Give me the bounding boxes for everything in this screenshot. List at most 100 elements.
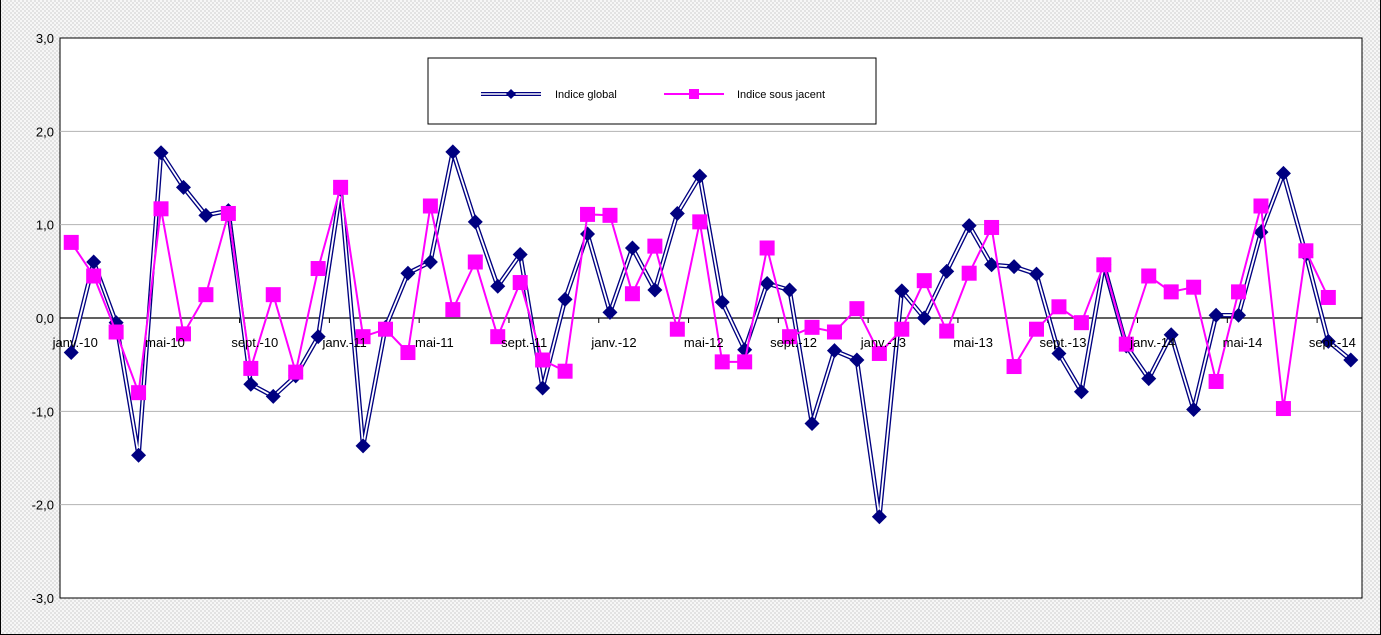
data-point-underlying (86, 268, 102, 284)
data-point-underlying (1141, 268, 1157, 284)
data-point-global (310, 329, 326, 345)
data-point-underlying (939, 323, 955, 339)
data-point-underlying (714, 354, 730, 370)
data-point-underlying (1073, 315, 1089, 331)
data-point-underlying (602, 207, 618, 223)
data-point-global (782, 282, 798, 298)
data-point-underlying (288, 364, 304, 380)
data-point-underlying (310, 261, 326, 277)
x-tick-label: janv.-10 (52, 335, 98, 350)
legend-diamond-icon (506, 89, 516, 99)
data-point-underlying (692, 214, 708, 230)
data-point-underlying (1253, 198, 1269, 214)
data-point-underlying (984, 219, 1000, 235)
data-point-global (826, 343, 842, 359)
data-point-global (243, 376, 259, 392)
data-point-underlying (1118, 336, 1134, 352)
legend-label-global: Indice global (555, 89, 617, 101)
data-point-underlying (378, 321, 393, 337)
data-point-global (984, 257, 1000, 273)
data-point-underlying (265, 287, 281, 303)
y-tick-label: 3,0 (36, 31, 54, 46)
data-point-underlying (467, 254, 483, 270)
data-point-global (1073, 384, 1089, 400)
data-point-underlying (355, 329, 371, 345)
data-point-underlying (400, 345, 416, 361)
data-point-global (535, 380, 551, 396)
data-point-underlying (422, 198, 438, 214)
data-point-underlying (1051, 299, 1067, 315)
data-point-underlying (153, 201, 169, 217)
x-tick-label: sept.-10 (231, 335, 278, 350)
data-point-underlying (198, 287, 214, 303)
data-point-global (512, 247, 528, 263)
data-point-global (557, 291, 573, 307)
y-tick-label: -3,0 (32, 591, 54, 606)
y-tick-label: -2,0 (32, 498, 54, 513)
data-point-underlying (1208, 373, 1224, 389)
data-point-global (86, 254, 102, 270)
data-point-global (1186, 401, 1202, 417)
data-point-underlying (647, 238, 663, 254)
data-point-global (1029, 266, 1044, 282)
data-point-global (916, 310, 932, 326)
y-tick-label: 1,0 (36, 218, 54, 233)
legend-item-underlying: Indice sous jacent (664, 89, 825, 101)
series-layer (63, 144, 1359, 525)
y-tick-label: -1,0 (32, 404, 54, 419)
data-point-global (692, 168, 708, 184)
data-point-global (198, 207, 214, 223)
data-point-global (1208, 307, 1224, 323)
data-point-underlying (220, 205, 236, 221)
data-point-underlying (916, 273, 932, 289)
data-point-global (849, 352, 865, 368)
data-point-underlying (1320, 289, 1336, 305)
data-point-global (490, 278, 506, 294)
x-tick-label: mai-13 (953, 335, 993, 350)
data-point-underlying (557, 363, 573, 379)
data-point-global (647, 282, 663, 298)
data-point-global (153, 145, 169, 161)
data-point-underlying (871, 345, 887, 361)
y-axis-tick-labels: 3,0 2,0 1,0 0,0 -1,0 -2,0 -3,0 (32, 31, 54, 606)
data-point-underlying (849, 301, 865, 317)
x-tick-label: janv.-12 (590, 335, 636, 350)
data-point-underlying (1231, 284, 1247, 300)
data-point-global (63, 345, 79, 361)
x-tick-label: janv.-13 (860, 335, 906, 350)
data-point-underlying (175, 326, 191, 342)
data-point-global (894, 283, 910, 299)
data-point-underlying (1029, 321, 1044, 337)
data-point-underlying (535, 352, 551, 368)
data-point-global (131, 447, 147, 463)
data-point-global (445, 144, 461, 160)
data-point-underlying (333, 179, 349, 195)
data-point-underlying (1275, 401, 1291, 417)
y-tick-label: 0,0 (36, 311, 54, 326)
x-tick-label: sept.-13 (1039, 335, 1086, 350)
data-point-global (804, 415, 820, 431)
legend-item-global: Indice global (481, 89, 617, 101)
data-point-underlying (624, 286, 640, 302)
data-point-underlying (961, 265, 977, 281)
data-point-underlying (1163, 284, 1179, 300)
legend: Indice global Indice sous jacent (427, 57, 877, 125)
series-line-global-inner (70, 150, 1352, 518)
data-point-global (1006, 259, 1022, 275)
data-point-underlying (490, 329, 506, 345)
data-point-underlying (1006, 359, 1022, 375)
data-point-global (714, 294, 730, 310)
data-point-underlying (108, 324, 124, 340)
data-point-global (265, 388, 281, 404)
data-point-global (939, 263, 955, 279)
data-point-global (602, 304, 618, 320)
data-point-global (669, 205, 685, 221)
data-point-underlying (804, 319, 820, 335)
data-point-global (759, 275, 775, 291)
data-point-global (175, 179, 191, 195)
data-point-underlying (63, 234, 79, 250)
legend-square-icon (689, 89, 699, 99)
data-point-underlying (894, 321, 910, 337)
data-point-underlying (782, 329, 798, 345)
